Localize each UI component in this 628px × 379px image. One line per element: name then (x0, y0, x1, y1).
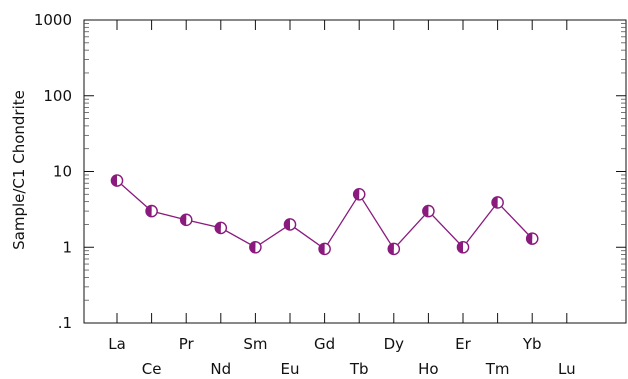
x-tick-label-yb: Yb (522, 335, 542, 353)
marker-fill-quarter (422, 205, 429, 212)
x-tick-label-ho: Ho (418, 360, 438, 378)
x-tick-label-er: Er (455, 335, 471, 353)
data-point-er (456, 240, 470, 254)
marker-fill-quarter (215, 222, 221, 228)
data-point-tb (352, 188, 366, 201)
data-point-sm (249, 240, 262, 254)
x-tick-label-pr: Pr (179, 335, 195, 353)
x-tick-label-dy: Dy (384, 335, 405, 353)
x-axis-ticks: La Ce Pr Nd Sm Eu Gd Tb Dy Ho Er Tm Yb Lu (108, 20, 576, 378)
x-tick-label-la: La (108, 335, 126, 353)
data-point-dy (387, 242, 401, 256)
y-tick-label: 1 (62, 238, 72, 256)
y-tick-label: 100 (43, 87, 72, 105)
data-point-gd (318, 242, 331, 256)
marker-fill-quarter (388, 243, 394, 249)
y-tick-label: .1 (58, 314, 72, 332)
x-tick-label-sm: Sm (243, 335, 267, 353)
series-line-layer (116, 180, 533, 251)
x-tick-label-tb: Tb (349, 360, 369, 378)
plot-border (83, 19, 627, 324)
y-tick-label: 1000 (34, 11, 72, 29)
marker-fill-quarter (180, 214, 187, 220)
marker-fill-quarter (319, 243, 325, 249)
series-points-layer (110, 174, 539, 256)
x-tick-label-lu: Lu (558, 360, 576, 378)
marker-fill-quarter (284, 218, 290, 225)
data-point-eu (283, 218, 297, 231)
x-tick-label-nd: Nd (210, 360, 231, 378)
data-point-yb (525, 232, 539, 245)
marker-fill-quarter (249, 241, 256, 248)
x-tick-label-eu: Eu (281, 360, 300, 378)
marker-fill-quarter (146, 205, 152, 212)
y-tick-label: 10 (53, 163, 72, 181)
y-axis-title: Sample/C1 Chondrite (10, 90, 28, 250)
marker-fill-quarter (111, 174, 117, 181)
data-point-pr (179, 213, 193, 227)
marker-fill-quarter (526, 233, 533, 239)
data-point-ho (422, 204, 435, 218)
data-point-la (110, 174, 124, 187)
plot-frame (83, 19, 627, 324)
marker-fill-quarter (457, 241, 463, 248)
marker-fill-quarter (353, 188, 360, 195)
data-point-nd (214, 221, 228, 235)
marker-fill-quarter (492, 196, 498, 203)
data-point-ce (145, 204, 158, 218)
series-line (116, 180, 533, 251)
y-axis-ticks: .1 1 10 100 1000 (34, 11, 626, 332)
data-point-tm (491, 196, 504, 209)
x-tick-label-ce: Ce (142, 360, 162, 378)
x-tick-label-gd: Gd (314, 335, 335, 353)
x-tick-label-tm: Tm (485, 360, 510, 378)
